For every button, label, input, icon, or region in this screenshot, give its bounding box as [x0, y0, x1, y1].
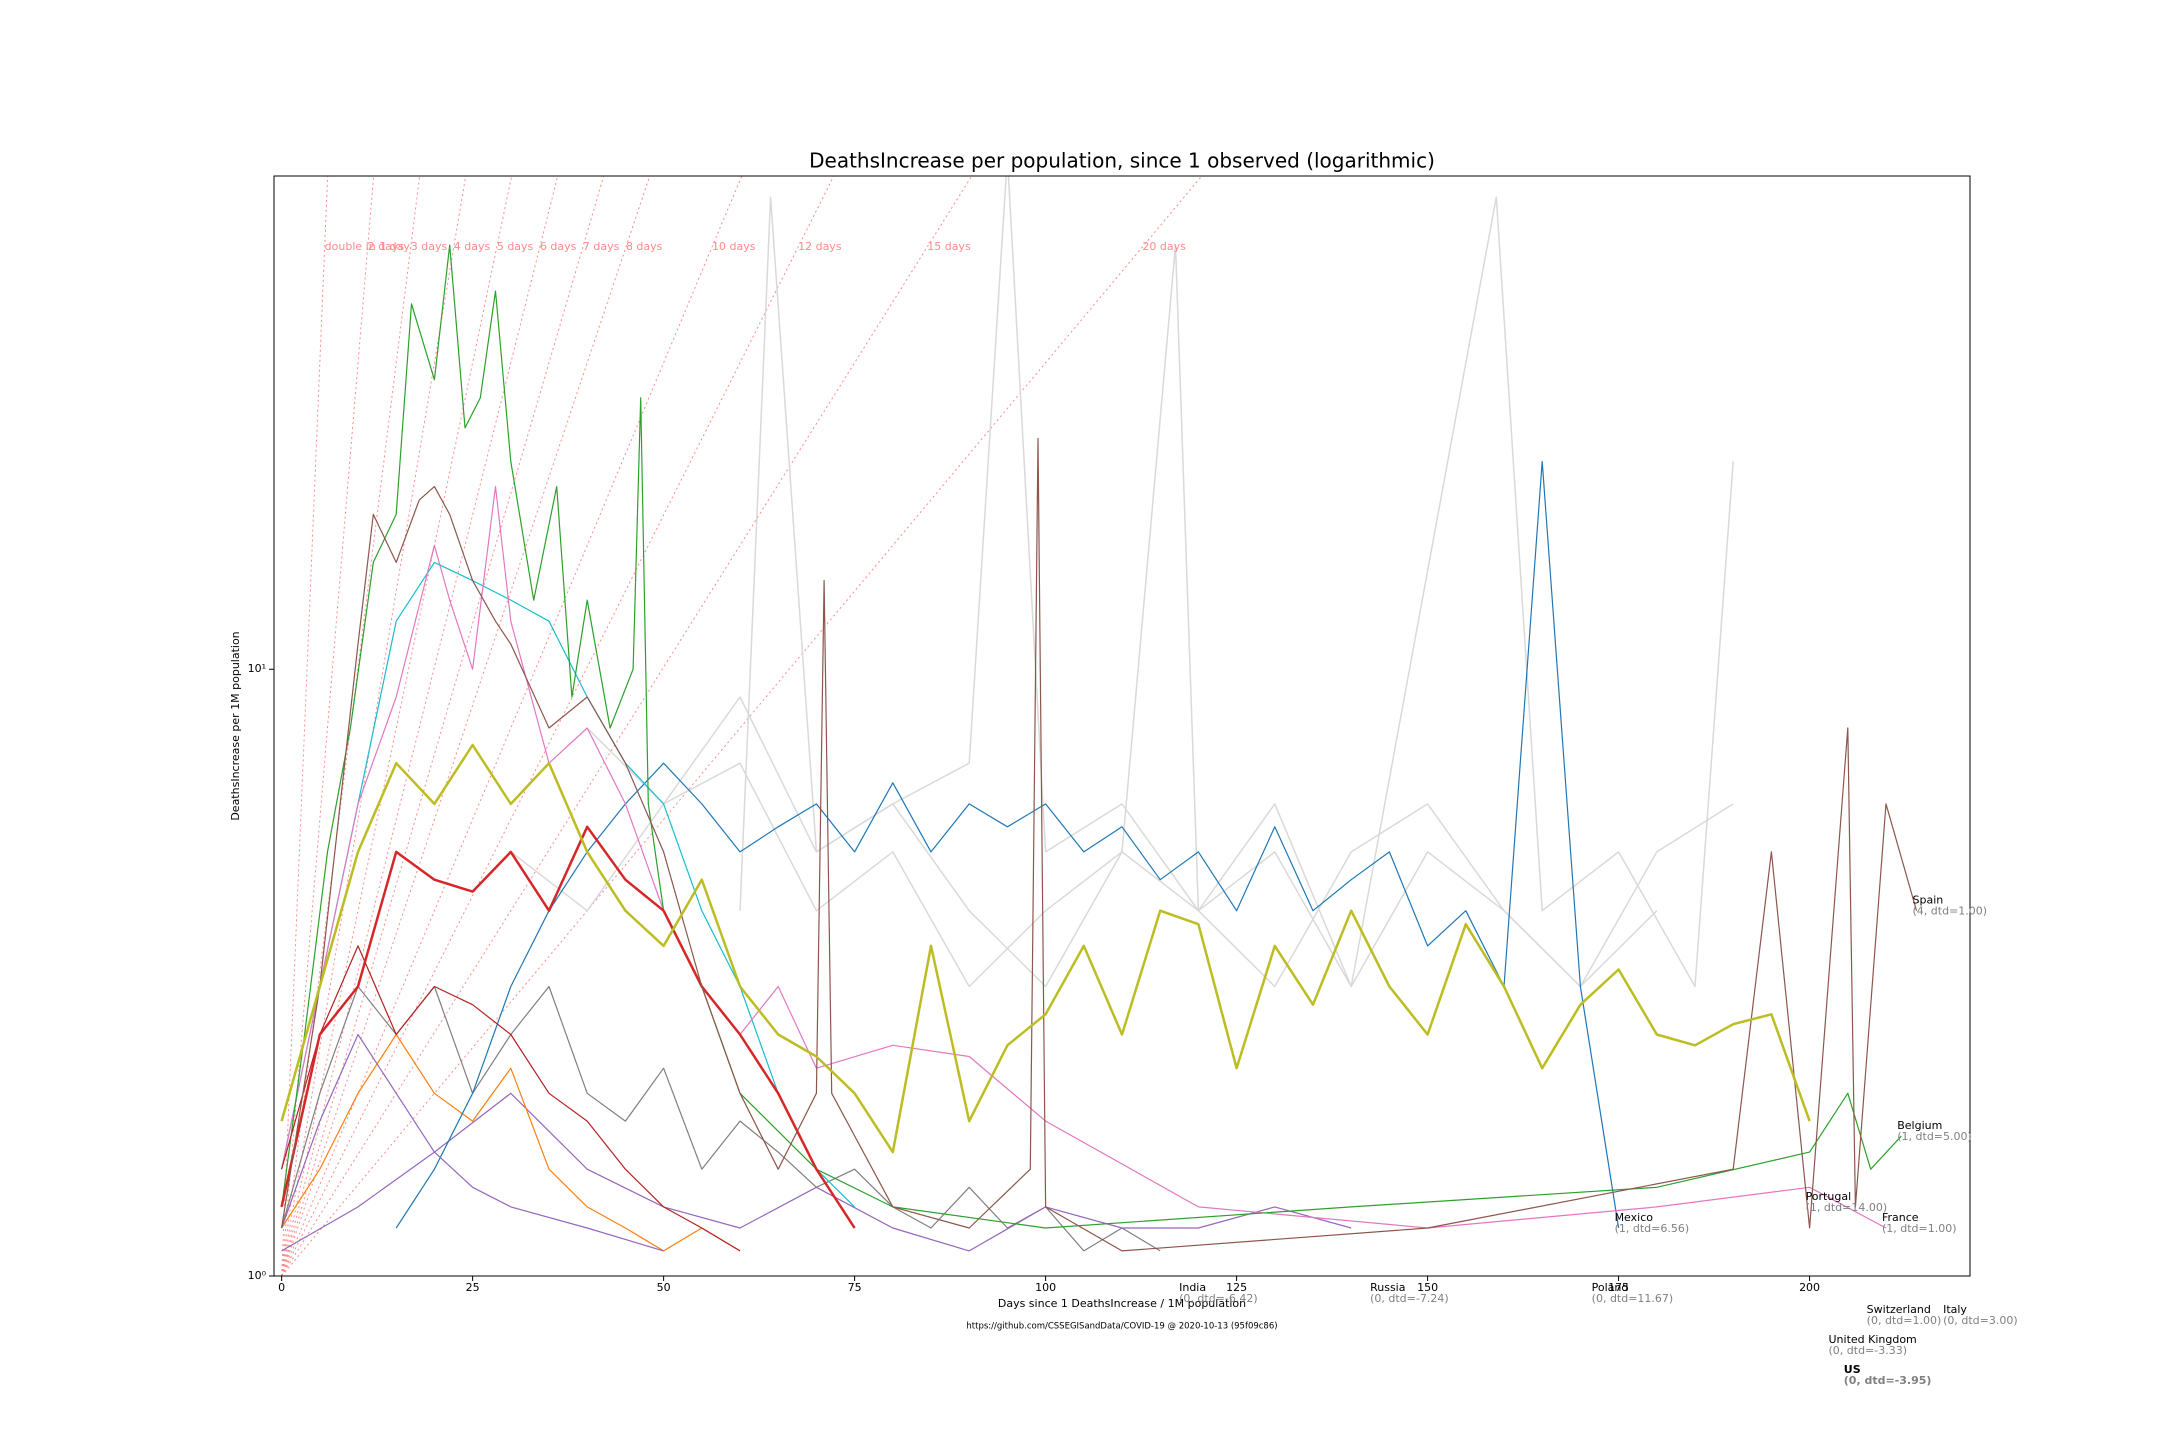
x-tick-label: 75 [848, 1281, 862, 1294]
series-name: United Kingdom [1828, 1333, 1916, 1346]
series-line [281, 1092, 1352, 1252]
x-tick-label: 125 [1226, 1281, 1247, 1294]
series-line [282, 562, 1810, 1207]
doubling-label: 2 days [368, 240, 405, 253]
doubling-label: 6 days [540, 240, 577, 253]
series-line [280, 743, 1811, 1154]
doubling-label: double in 1 day [325, 240, 411, 253]
series-detail: (0, dtd=3.00) [1943, 1314, 2018, 1327]
series-name: Italy [1943, 1303, 1967, 1316]
x-tick-label: 150 [1417, 1281, 1438, 1294]
series-line [281, 1033, 741, 1252]
series-name: Switzerland [1867, 1303, 1931, 1316]
doubling-label: 15 days [927, 240, 971, 253]
series-detail: (1, dtd=14.00) [1806, 1201, 1888, 1214]
doubling-line [281, 176, 605, 1276]
y-axis-label: DeathsIncrease per 1M population [229, 631, 242, 820]
series-line [281, 945, 741, 1252]
series-line [510, 244, 1658, 988]
x-tick-label: 200 [1799, 1281, 1820, 1294]
doubling-line [281, 176, 467, 1276]
series-detail: (0, dtd=-3.33) [1828, 1344, 1907, 1357]
doubling-line [281, 176, 329, 1276]
x-tick-label: 100 [1035, 1281, 1056, 1294]
series-line [280, 825, 856, 1229]
doubling-line [281, 176, 513, 1276]
series-detail: (4, dtd=1.00) [1913, 905, 1988, 918]
series-name: Russia [1370, 1281, 1405, 1294]
series-detail: (1, dtd=1.00) [1882, 1222, 1957, 1235]
x-axis-label: Days since 1 DeathsIncrease / 1M populat… [998, 1297, 1246, 1310]
doubling-label: 20 days [1142, 240, 1186, 253]
doubling-label: 12 days [798, 240, 842, 253]
series-detail: (1, dtd=6.56) [1615, 1222, 1690, 1235]
series-detail: (0, dtd=11.67) [1592, 1292, 1674, 1305]
series-detail: (0, dtd=-3.95) [1844, 1374, 1932, 1387]
x-tick-label: 50 [657, 1281, 671, 1294]
series-line [281, 244, 1902, 1229]
series-line [281, 437, 1918, 1252]
doubling-line [281, 176, 835, 1276]
series-name: Portugal [1806, 1190, 1852, 1203]
series-detail: (0, dtd=1.00) [1867, 1314, 1942, 1327]
series-name: India [1179, 1281, 1206, 1294]
series-name: Poland [1592, 1281, 1629, 1294]
axes-frame [273, 175, 1971, 1277]
doubling-line [281, 176, 1203, 1276]
plot-area [280, 176, 1918, 1276]
doubling-label: 8 days [626, 240, 663, 253]
x-tick-label: 175 [1608, 1281, 1629, 1294]
doubling-line [281, 176, 973, 1276]
series-line [586, 176, 1734, 988]
x-tick-label: 25 [466, 1281, 480, 1294]
doubling-label: 10 days [712, 240, 756, 253]
doubling-line [281, 176, 375, 1276]
series-name: Mexico [1615, 1211, 1654, 1224]
series-name: France [1882, 1211, 1919, 1224]
y-tick-label: 10¹ [248, 662, 266, 675]
doubling-label: 5 days [497, 240, 534, 253]
doubling-line [281, 176, 559, 1276]
series-line [395, 460, 1620, 1229]
series-detail: (1, dtd=5.00) [1897, 1130, 1972, 1143]
series-line [281, 486, 1887, 1229]
doubling-line [281, 176, 743, 1276]
series-line [281, 1033, 664, 1252]
doubling-label: 7 days [583, 240, 620, 253]
source-note: https://github.com/CSSEGISandData/COVID-… [966, 1322, 1277, 1332]
series-name: US [1844, 1363, 1861, 1376]
x-tick-label: 0 [278, 1281, 285, 1294]
series-name: Spain [1913, 894, 1944, 907]
series-detail: (0, dtd=-6.42) [1179, 1292, 1258, 1305]
series-line [739, 196, 1734, 988]
doubling-line [281, 176, 651, 1276]
doubling-label: 4 days [454, 240, 491, 253]
y-tick-label: 10⁰ [248, 1269, 267, 1282]
series-name: Belgium [1897, 1119, 1942, 1132]
doubling-label: 3 days [411, 240, 448, 253]
chart-title: DeathsIncrease per population, since 1 o… [809, 149, 1435, 173]
series-detail: (0, dtd=-7.24) [1370, 1292, 1449, 1305]
